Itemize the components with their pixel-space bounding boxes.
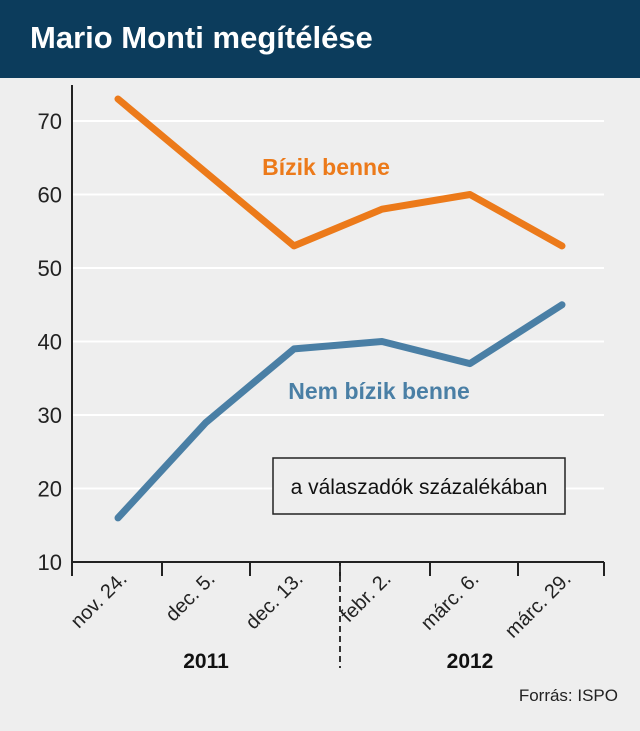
series-label-distrust: Nem bízik benne <box>288 378 469 404</box>
x-tick-label: nov. 24. <box>67 568 132 633</box>
header-bar: Mario Monti megítélése <box>0 0 640 78</box>
source-note: Forrás: ISPO <box>518 686 618 705</box>
series-line-distrust <box>114 301 566 522</box>
unit-note-box <box>272 457 566 515</box>
x-tick-label: dec. 13. <box>242 568 308 634</box>
year-label: 2011 <box>183 650 229 673</box>
y-tick-label: 30 <box>38 403 62 428</box>
y-tick-label: 40 <box>38 330 62 355</box>
unit-note: a válaszadók százalékában <box>291 476 548 499</box>
x-tick-label: márc. 6. <box>417 568 484 635</box>
x-tick-label: márc. 29. <box>501 568 576 643</box>
y-tick-label: 50 <box>38 256 62 281</box>
year-label: 2012 <box>447 650 494 673</box>
series-label-trust: Bízik benne <box>262 154 390 180</box>
y-tick-label: 10 <box>38 550 62 575</box>
series-line-trust <box>114 95 566 250</box>
y-tick-label: 70 <box>38 109 62 134</box>
x-tick-label: dec. 5. <box>162 568 220 626</box>
y-tick-label: 60 <box>38 183 62 208</box>
x-tick-label: febr. 2. <box>337 568 396 627</box>
y-tick-label: 20 <box>38 477 62 502</box>
chart-title: Mario Monti megítélése <box>30 20 373 55</box>
